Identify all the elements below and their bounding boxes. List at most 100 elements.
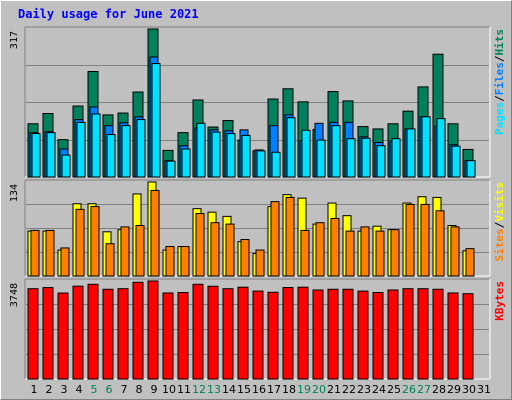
hits-files-pages-pages-bar-day-30 [466,160,476,178]
x-tick-day-28: 28 [432,383,446,396]
x-tick-day-10: 10 [162,383,176,396]
x-tick-day-8: 8 [136,383,143,396]
hits-files-pages-pages-bar-day-5 [91,113,101,178]
x-tick-day-18: 18 [282,383,296,396]
hits-files-pages-pages-bar-day-14 [226,133,236,178]
kbytes-kbytes-bar-day-9 [147,280,159,380]
hits-files-pages-pages-bar-day-9 [151,63,161,178]
x-tick-day-24: 24 [372,383,386,396]
visits-sites-sites-bar-day-19 [300,229,310,277]
kbytes-kbytes-bar-day-29 [447,292,459,380]
x-tick-day-7: 7 [121,383,128,396]
visits-sites-sites-bar-day-18 [285,196,295,277]
hits-files-pages-pages-bar-day-8 [136,119,146,178]
visits-sites-sites-bar-day-23 [360,226,370,277]
visits-sites-sites-bar-day-28 [435,210,445,277]
kbytes-kbytes-bar-day-12 [192,283,204,380]
visits-sites-sites-bar-day-2 [45,229,55,277]
kbytes-kbytes-bar-day-1 [27,288,39,380]
x-tick-day-17: 17 [267,383,281,396]
x-tick-day-2: 2 [46,383,53,396]
x-tick-day-29: 29 [447,383,461,396]
kbytes-ymax-label: 3748 [9,283,20,307]
kbytes-kbytes-bar-day-2 [42,287,54,380]
hits-files-pages-pages-bar-day-21 [331,125,341,178]
visits-sites-sites-bar-day-27 [420,203,430,277]
x-tick-day-4: 4 [76,383,83,396]
kbytes-kbytes-bar-day-28 [432,288,444,380]
kbytes-kbytes-bar-day-13 [207,285,219,380]
hits-files-pages-pages-bar-day-12 [196,122,206,178]
x-tick-day-22: 22 [342,383,356,396]
x-tick-day-15: 15 [237,383,251,396]
visits-sites-sites-bar-day-14 [225,223,235,277]
kbytes-legend-item-0: KBytes [493,281,506,321]
kbytes-kbytes-bar-day-3 [57,292,69,380]
hits-files-pages-pages-bar-day-11 [181,148,191,178]
hits-files-pages-pages-bar-day-26 [406,128,416,178]
visits-sites-sites-bar-day-25 [390,229,400,277]
x-tick-day-19: 19 [297,383,311,396]
visits-sites-sites-bar-day-1 [30,229,40,277]
visits-sites-sites-bar-day-5 [90,206,100,277]
kbytes-kbytes-bar-day-22 [342,288,354,380]
x-tick-day-16: 16 [252,383,266,396]
x-tick-day-31: 31 [477,383,491,396]
visits-sites-sites-bar-day-26 [405,203,415,277]
hits-files-pages-legend-item-1: / [493,95,506,102]
visits-sites-sites-bar-day-16 [255,249,265,277]
hits-files-pages-pages-bar-day-23 [361,137,371,178]
visits-sites-sites-bar-day-3 [60,247,70,277]
hits-files-pages-pages-bar-day-27 [421,116,431,178]
x-tick-day-11: 11 [177,383,191,396]
hits-files-pages-pages-bar-day-18 [286,117,296,178]
visits-sites-sites-bar-day-29 [450,226,460,277]
hits-files-pages-pages-bar-day-6 [106,134,116,178]
hits-files-pages-pages-bar-day-10 [166,160,176,178]
x-tick-day-21: 21 [327,383,341,396]
hits-files-pages-legend-item-0: Pages [493,102,506,135]
kbytes-kbytes-bar-day-27 [417,288,429,380]
hits-files-pages-pages-bar-day-4 [76,121,86,178]
hits-files-pages-legend: Pages/Files/Hits [493,29,506,135]
visits-sites-legend-item-2: Visits [493,182,506,222]
x-tick-day-20: 20 [312,383,326,396]
kbytes-kbytes-bar-day-18 [282,287,294,380]
hits-files-pages-legend-item-3: / [493,55,506,62]
kbytes-kbytes-bar-day-11 [177,292,189,380]
kbytes-kbytes-bar-day-10 [162,292,174,380]
x-tick-day-23: 23 [357,383,371,396]
hits-files-pages-pages-bar-day-13 [211,131,221,178]
visits-sites-sites-bar-day-11 [180,246,190,277]
chart-title: Daily usage for June 2021 [18,7,199,21]
visits-sites-sites-bar-day-10 [165,246,175,277]
visits-sites-sites-bar-day-24 [375,230,385,277]
visits-sites-ymax-label: 134 [9,184,20,202]
hits-files-pages-legend-item-4: Hits [493,29,506,56]
kbytes-kbytes-bar-day-24 [372,292,384,380]
hits-files-pages-pages-bar-day-22 [346,138,356,178]
kbytes-kbytes-bar-day-15 [237,286,249,380]
x-tick-day-5: 5 [91,383,98,396]
visits-sites-sites-bar-day-9 [150,189,160,277]
kbytes-kbytes-bar-day-16 [252,290,264,380]
visits-sites-legend-item-1: / [493,221,506,228]
visits-sites-sites-bar-day-15 [240,239,250,277]
kbytes-panel: 3748 KBytes [9,278,506,380]
x-tick-day-13: 13 [207,383,221,396]
x-tick-day-25: 25 [387,383,401,396]
x-tick-day-6: 6 [106,383,113,396]
visits-sites-sites-bar-day-22 [345,230,355,277]
visits-sites-sites-bar-day-13 [210,222,220,277]
hits-files-pages-pages-bar-day-1 [31,133,41,178]
visits-sites-sites-bar-day-20 [315,222,325,277]
x-tick-day-3: 3 [61,383,68,396]
kbytes-kbytes-bar-day-19 [297,286,309,380]
hits-files-pages-pages-bar-day-29 [451,145,461,178]
visits-sites-sites-bar-day-4 [75,208,85,277]
kbytes-kbytes-bar-day-25 [387,289,399,380]
hits-files-pages-pages-bar-day-15 [241,134,251,178]
hits-files-pages-pages-bar-day-28 [436,118,446,178]
